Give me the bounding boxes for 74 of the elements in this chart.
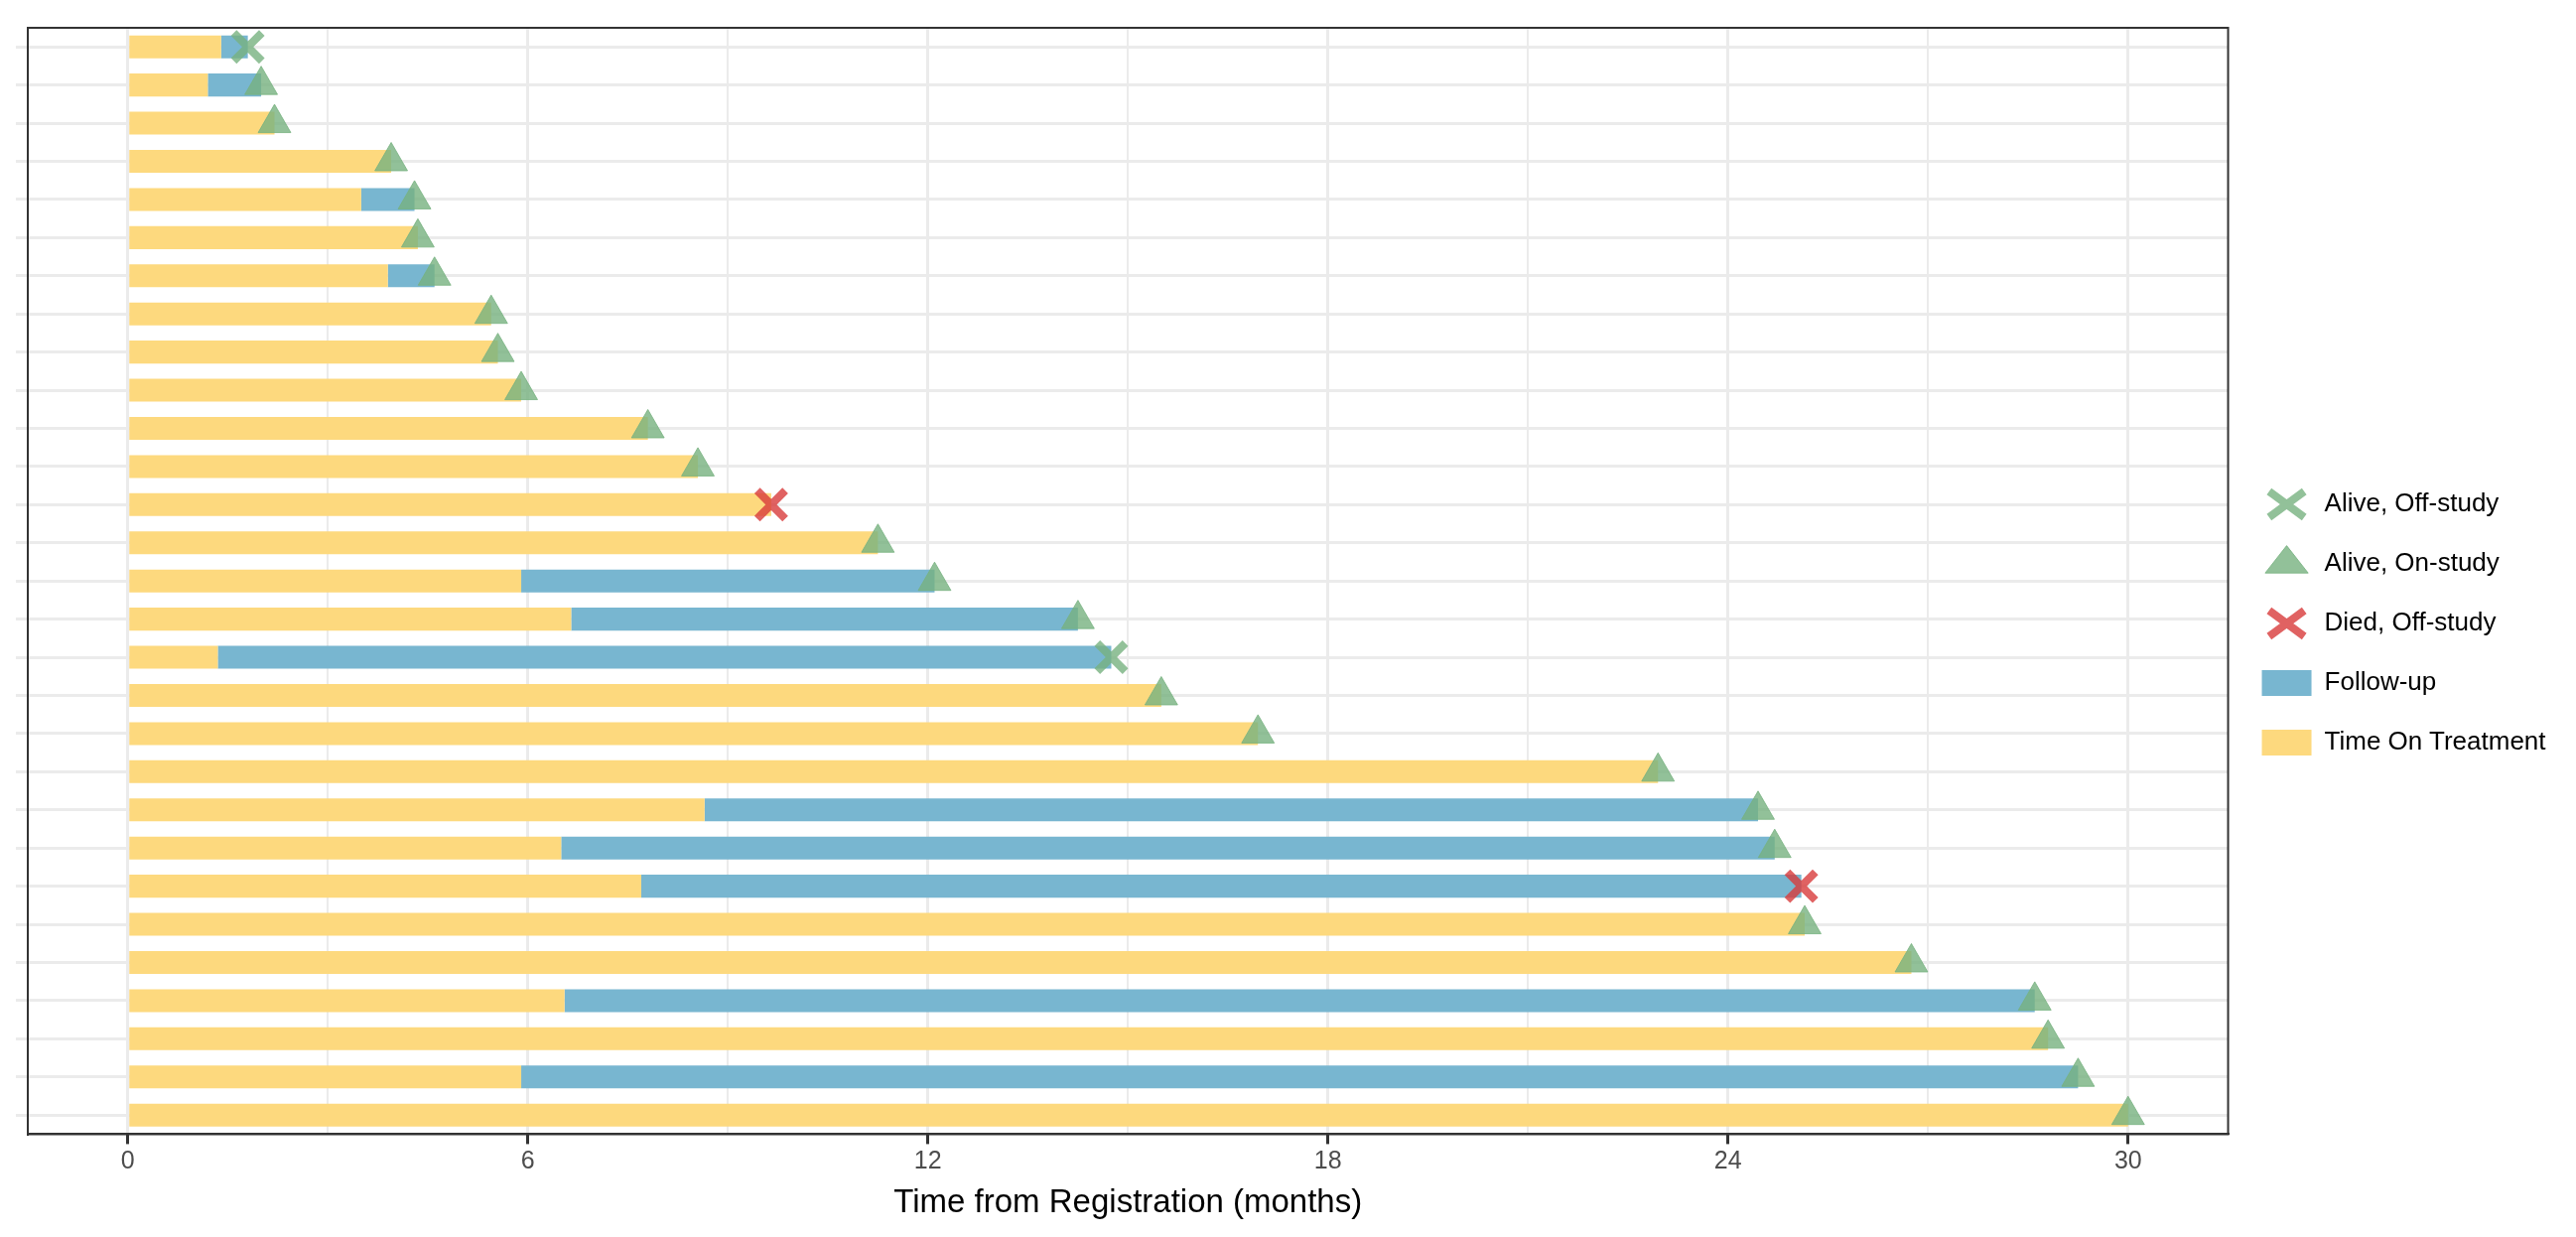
- bar: [129, 302, 491, 326]
- point: [1060, 600, 1095, 629]
- bar: [129, 378, 522, 402]
- point: [1144, 675, 1178, 706]
- bar: [571, 608, 1078, 631]
- bar: [129, 798, 705, 822]
- bar: [129, 912, 1806, 936]
- bar: [129, 569, 522, 593]
- bar: [129, 759, 1659, 783]
- point: [1741, 790, 1775, 820]
- point: [2017, 981, 2052, 1011]
- bar: [129, 989, 565, 1013]
- bar: [561, 836, 1775, 860]
- bar: [521, 1065, 2079, 1089]
- bar: [129, 1027, 2049, 1050]
- bar: [129, 149, 392, 174]
- bar: [129, 950, 1912, 974]
- point: [861, 523, 895, 553]
- point: [244, 66, 279, 95]
- point: [400, 217, 435, 248]
- bar: [129, 722, 1259, 746]
- legend-label: Time On Treatment: [2324, 726, 2547, 756]
- point: [2061, 1057, 2096, 1087]
- bar: [564, 989, 2035, 1013]
- x-tick-label: 30: [2113, 1146, 2142, 1174]
- point: [504, 370, 538, 401]
- x-tick-label: 6: [520, 1146, 535, 1174]
- bar: [129, 35, 221, 59]
- legend-label: Alive, Off-study: [2324, 487, 2500, 518]
- bar: [129, 1103, 2128, 1127]
- point: [630, 408, 665, 439]
- bar: [129, 531, 879, 555]
- bar: [521, 569, 935, 593]
- point: [474, 294, 508, 325]
- bar: [129, 73, 208, 97]
- bar: [129, 875, 641, 898]
- bar: [129, 1065, 522, 1089]
- legend-label: Alive, On-study: [2324, 547, 2500, 578]
- point: [681, 447, 715, 477]
- bar: [129, 455, 699, 479]
- point: [417, 256, 452, 286]
- bar: [129, 341, 498, 364]
- bar: [129, 608, 572, 631]
- x-tick-label: 18: [1313, 1146, 1342, 1174]
- point: [2031, 1019, 2066, 1049]
- point: [374, 142, 409, 172]
- bar: [129, 416, 648, 441]
- x-axis-title: Time from Registration (months): [893, 1182, 1363, 1220]
- x-tick-label: 12: [913, 1146, 942, 1174]
- point: [1894, 942, 1929, 973]
- bar: [129, 225, 418, 249]
- bar: [129, 492, 771, 516]
- bar: [129, 683, 1161, 708]
- x-tick-label: 24: [1713, 1146, 1742, 1174]
- bar: [640, 875, 1802, 898]
- point: [1788, 904, 1822, 935]
- point: [1757, 828, 1792, 859]
- point: [1241, 714, 1276, 744]
- bar: [129, 264, 388, 288]
- bar: [129, 836, 562, 860]
- bar: [129, 111, 275, 135]
- point: [257, 103, 292, 134]
- bar: [704, 798, 1758, 822]
- bar: [129, 188, 361, 211]
- legend-label: Died, Off-study: [2324, 607, 2497, 637]
- legend-label: Follow-up: [2324, 666, 2437, 697]
- point: [1641, 752, 1676, 782]
- bar: [129, 645, 218, 669]
- point: [2110, 1095, 2145, 1126]
- point: [397, 180, 432, 209]
- x-tick-label: 0: [120, 1146, 135, 1174]
- point: [480, 333, 515, 362]
- bar: [217, 645, 1112, 669]
- point: [917, 561, 952, 592]
